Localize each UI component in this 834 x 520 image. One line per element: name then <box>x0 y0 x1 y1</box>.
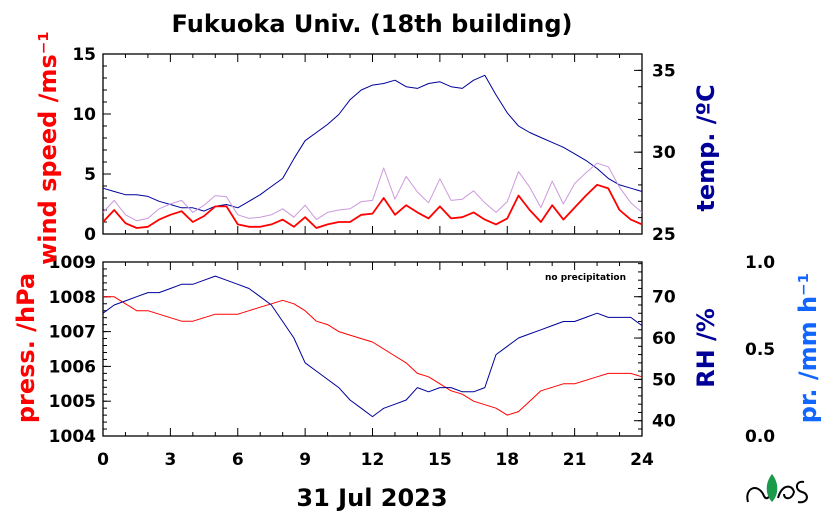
x-tick-label: 6 <box>232 450 244 470</box>
pressure-humidity-panel: 1004 1005 1006 1007 1008 1009 40 50 60 70 0 3 6 9 12 15… <box>49 253 776 470</box>
left-tick-label: 1006 <box>49 357 96 377</box>
right-tick-label: 35 <box>652 61 676 81</box>
right-tick-label: 30 <box>652 143 676 163</box>
series-line-1-1 <box>102 275 643 418</box>
right-tick-label: 60 <box>652 329 676 349</box>
temp-axis-label: temp. /ºC <box>692 84 720 211</box>
precip-tick-label: 0.0 <box>745 427 775 447</box>
left-tick-label: 1004 <box>49 427 96 447</box>
x-tick-label: 0 <box>97 450 109 470</box>
pressure-axis-label: press. /hPa <box>12 273 40 423</box>
right-tick-label: 25 <box>652 225 676 245</box>
precip-tick-label: 0.5 <box>745 340 775 360</box>
x-tick-label: 18 <box>495 450 519 470</box>
series-line-0-1 <box>102 183 643 229</box>
wind-axis-label: wind speed /ms⁻¹ <box>34 31 62 265</box>
left-tick-label: 0 <box>84 225 96 245</box>
no-precipitation-note: no precipitation <box>545 273 626 283</box>
plot-frame <box>102 261 643 437</box>
left-tick-label: 1007 <box>49 323 96 343</box>
chart-title: Fukuoka Univ. (18th building) <box>172 10 573 38</box>
right-tick-label: 40 <box>652 412 676 432</box>
left-tick-label: 1008 <box>49 288 96 308</box>
series-line-0-2 <box>102 162 643 222</box>
x-tick-label: 3 <box>164 450 176 470</box>
left-tick-label: 1005 <box>49 392 96 412</box>
left-tick-label: 5 <box>84 165 96 185</box>
wind-temperature-panel: 0 5 10 15 25 30 35 <box>72 45 676 245</box>
left-tick-label: 10 <box>72 105 96 125</box>
nes-logo <box>746 474 808 504</box>
x-tick-label: 15 <box>428 450 452 470</box>
series-line-0-0 <box>102 74 643 212</box>
left-tick-label: 15 <box>72 45 96 65</box>
series-line-1-0 <box>103 296 643 416</box>
right-tick-label: 70 <box>652 288 676 308</box>
plot-frame <box>102 53 643 235</box>
x-tick-label: 21 <box>563 450 587 470</box>
x-tick-label: 9 <box>299 450 311 470</box>
precip-axis-label: pr. /mm h⁻¹ <box>794 273 822 423</box>
left-tick-label: 1009 <box>49 253 96 273</box>
rh-axis-label: RH /% <box>692 308 720 388</box>
x-tick-label: 24 <box>630 450 654 470</box>
precip-tick-label: 1.0 <box>745 253 775 273</box>
date-label: 31 Jul 2023 <box>296 484 447 512</box>
right-tick-label: 50 <box>652 370 676 390</box>
x-tick-label: 12 <box>361 450 385 470</box>
